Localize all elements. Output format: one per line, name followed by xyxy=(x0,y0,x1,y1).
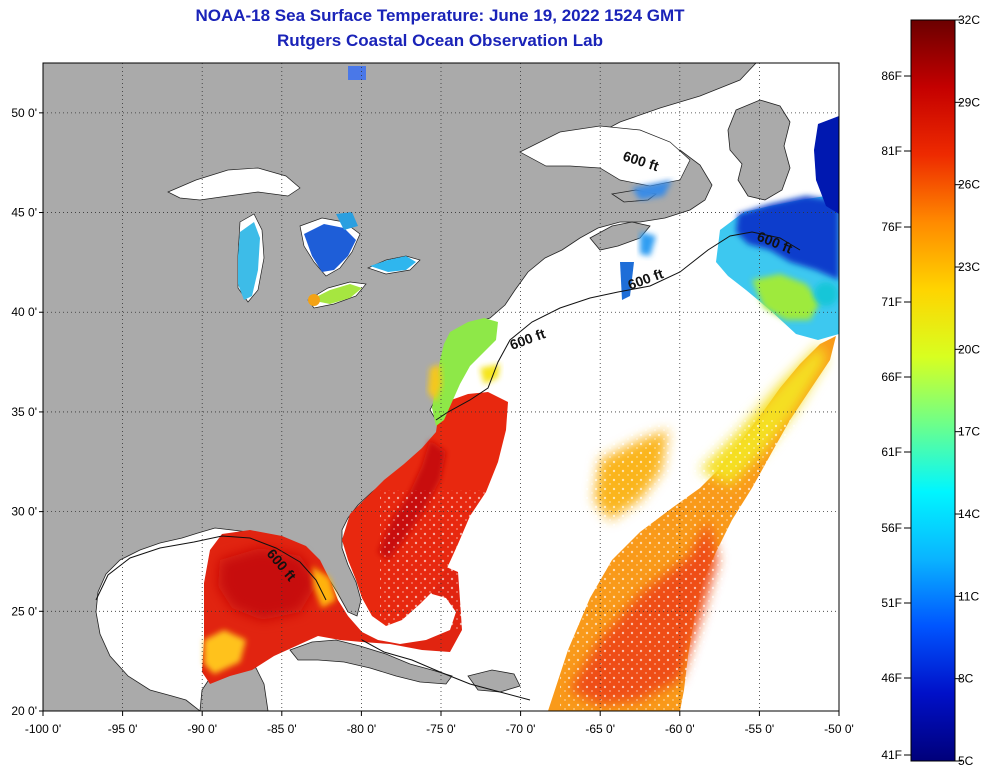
map-title: NOAA-18 Sea Surface Temperature: June 19… xyxy=(195,6,685,25)
celsius-label: 11C xyxy=(958,589,979,603)
lon-tick-label: -100 0' xyxy=(25,722,61,736)
map-gridlines xyxy=(43,63,839,711)
map-plot-area: 600 ft 600 ft 600 ft 600 ft 600 ft xyxy=(43,63,839,711)
fahrenheit-label: 51F xyxy=(881,596,902,610)
fahrenheit-label: 46F xyxy=(881,671,902,685)
celsius-label: 29C xyxy=(958,95,980,109)
lon-tick-label: -65 0' xyxy=(585,722,615,736)
fahrenheit-label: 81F xyxy=(881,144,902,158)
land-newfoundland xyxy=(727,99,791,201)
celsius-label: 17C xyxy=(958,425,980,439)
sst-cold-eddy xyxy=(814,116,839,214)
map-subtitle: Rutgers Coastal Ocean Observation Lab xyxy=(277,31,603,50)
lat-tick-label: 35 0' xyxy=(11,405,37,419)
lon-tick-label: -80 0' xyxy=(347,722,377,736)
sst-mid-atlantic-shelf xyxy=(432,318,498,426)
lat-tick-label: 20 0' xyxy=(11,704,37,718)
sst-lake-erie-warm xyxy=(308,294,320,306)
sst-cloud-speckle xyxy=(380,490,490,630)
celsius-label: 26C xyxy=(958,178,980,192)
sst-eddy-yellow-green xyxy=(752,274,820,320)
sst-canada-patch xyxy=(640,232,656,256)
celsius-label: 23C xyxy=(958,260,980,274)
fahrenheit-label: 61F xyxy=(881,445,902,459)
lat-tick-label: 45 0' xyxy=(11,206,37,220)
latitude-axis: 20 0' 25 0' 30 0' 35 0' 40 0' 45 0' 50 0' xyxy=(11,106,43,718)
sst-gulf-warm-core xyxy=(218,548,318,620)
fahrenheit-label: 76F xyxy=(881,220,902,234)
fahrenheit-label: 41F xyxy=(881,748,902,762)
sst-lake-ontario xyxy=(370,256,416,272)
celsius-label: 5C xyxy=(958,754,974,768)
sst-lake-michigan xyxy=(238,222,260,300)
fahrenheit-label: 66F xyxy=(881,370,902,384)
lon-tick-label: -85 0' xyxy=(267,722,297,736)
sst-mid-atlantic-warm xyxy=(428,364,442,402)
sst-gulf-stlawrence-patch xyxy=(632,180,672,200)
lat-tick-label: 40 0' xyxy=(11,305,37,319)
lon-tick-label: -75 0' xyxy=(426,722,456,736)
land-nova-scotia xyxy=(589,221,651,251)
celsius-label: 20C xyxy=(958,342,980,356)
colorbar-celsius-scale: 32C 29C 26C 23C 20C 17C 14C 11C 8C 5C xyxy=(955,13,980,768)
sst-lake-huron xyxy=(304,224,356,272)
sst-hudson-patch xyxy=(348,66,366,80)
longitude-axis: -100 0' -95 0' -90 0' -85 0' -80 0' -75 0' -70… xyxy=(25,711,854,736)
lon-tick-label: -90 0' xyxy=(187,722,217,736)
sst-gulf-yellow-fringe xyxy=(204,630,246,674)
colorbar-fahrenheit-scale: 86F 81F 76F 71F 66F 61F 56F 51F 46F 41F xyxy=(881,69,911,762)
lat-tick-label: 25 0' xyxy=(11,604,37,618)
sst-lake-erie xyxy=(310,284,362,304)
fahrenheit-label: 86F xyxy=(881,69,902,83)
celsius-label: 32C xyxy=(958,13,980,27)
sst-labrador-cold xyxy=(736,196,839,280)
fahrenheit-label: 56F xyxy=(881,521,902,535)
sst-lake-superior-tip xyxy=(336,212,358,230)
lat-tick-label: 30 0' xyxy=(11,505,37,519)
lon-tick-label: -70 0' xyxy=(506,722,536,736)
sst-swath-cloud-speckle xyxy=(560,420,820,710)
lake-superior xyxy=(167,167,301,201)
sst-warm-eddy xyxy=(814,282,838,306)
land-cuba xyxy=(289,639,453,685)
colorbar xyxy=(910,19,956,762)
lat-tick-label: 50 0' xyxy=(11,106,37,120)
sst-gulf-yellow-fringe-2 xyxy=(312,566,336,608)
lon-tick-label: -95 0' xyxy=(108,722,138,736)
celsius-label: 8C xyxy=(958,672,974,686)
lon-tick-label: -55 0' xyxy=(745,722,775,736)
fahrenheit-label: 71F xyxy=(881,295,902,309)
lon-tick-label: -60 0' xyxy=(665,722,695,736)
lon-tick-label: -50 0' xyxy=(824,722,854,736)
celsius-label: 14C xyxy=(958,507,980,521)
